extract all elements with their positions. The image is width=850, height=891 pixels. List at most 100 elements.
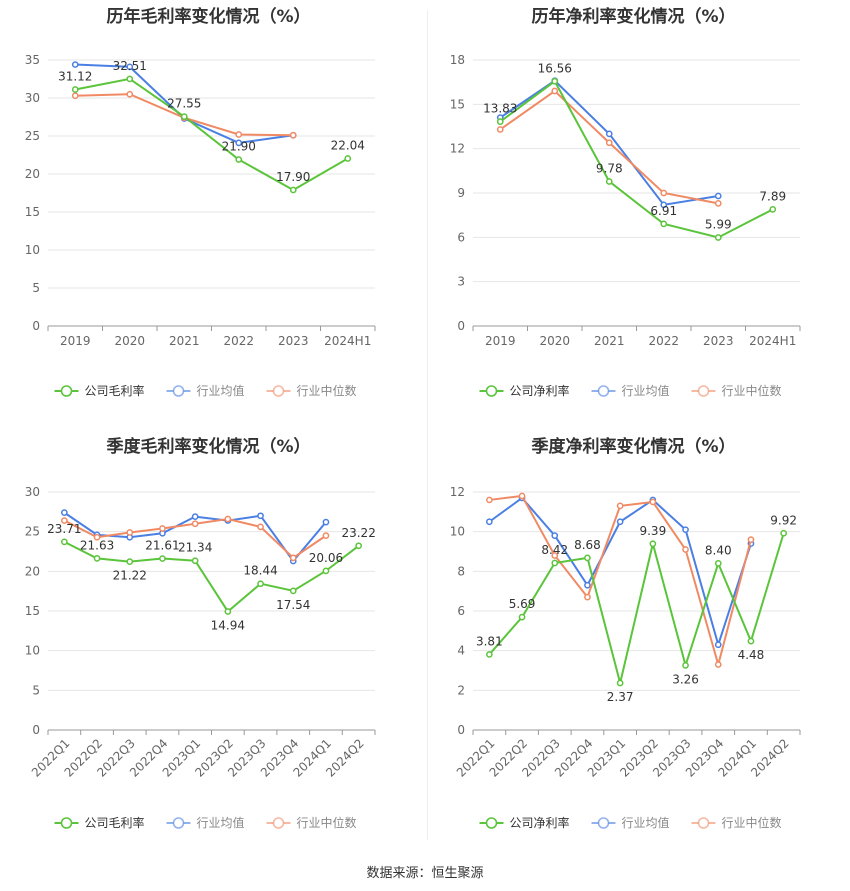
data-point [616, 679, 624, 687]
data-point [605, 139, 613, 147]
data-point [747, 536, 755, 543]
legend-item[interactable]: 行业均值 [591, 383, 670, 398]
data-point [518, 492, 526, 500]
y-tick-label: 2 [457, 683, 465, 697]
x-tick-label: 2021 [594, 334, 625, 348]
legend-item[interactable]: 行业中位数 [266, 815, 357, 830]
y-tick-label: 30 [25, 91, 40, 105]
legend-label: 公司毛利率 [85, 383, 145, 398]
data-point [71, 61, 79, 68]
data-point [322, 567, 330, 575]
y-tick-label: 6 [457, 230, 465, 244]
y-tick-label: 15 [25, 604, 40, 618]
data-point [649, 498, 657, 506]
y-tick-label: 25 [25, 525, 40, 539]
legend-label: 公司净利率 [510, 383, 570, 398]
data-point [289, 554, 297, 562]
y-tick-label: 0 [32, 723, 40, 737]
data-point [682, 546, 689, 553]
data-label: 6.91 [650, 204, 677, 218]
chart-svg: 季度净利率变化情况（%）0246810122022Q12022Q22022Q32… [450, 436, 801, 830]
data-point [61, 509, 68, 516]
legend-label: 行业均值 [197, 383, 245, 398]
y-tick-label: 5 [32, 683, 40, 697]
y-tick-label: 15 [450, 97, 465, 111]
data-point [605, 130, 613, 138]
data-point [584, 593, 591, 601]
legend-label: 行业中位数 [722, 383, 782, 398]
legend-item[interactable]: 公司净利率 [479, 815, 570, 830]
data-label: 13.83 [483, 102, 517, 116]
legend-swatch-marker [172, 385, 185, 397]
data-point [71, 92, 79, 100]
data-point [769, 206, 777, 213]
x-tick-label: 2021 [169, 334, 200, 348]
legend-swatch-marker [697, 817, 710, 829]
data-label: 23.22 [341, 526, 375, 540]
legend-item[interactable]: 公司毛利率 [54, 815, 145, 830]
chart-title: 历年净利率变化情况（%） [531, 6, 735, 27]
x-tick-label: 2022 [223, 334, 254, 348]
data-label: 8.68 [574, 538, 601, 552]
x-tick-label: 2020 [114, 334, 145, 348]
legend-swatch-marker [485, 817, 498, 829]
legend-item[interactable]: 行业均值 [166, 383, 245, 398]
data-point [660, 201, 668, 209]
data-point [257, 512, 264, 520]
data-point [584, 581, 591, 589]
data-point [551, 559, 559, 567]
legend-label: 行业中位数 [722, 815, 782, 830]
data-point [616, 518, 624, 526]
chart-panel-quarterly-net-margin: 季度净利率变化情况（%） 0 2 4 6 8 10 12 2022Q1 2022Q2 2022Q3 2… [425, 430, 850, 860]
data-point [191, 557, 199, 565]
data-point [126, 75, 134, 83]
series-line [488, 532, 785, 684]
legend-swatch-marker [272, 817, 285, 829]
legend-item[interactable]: 公司净利率 [479, 383, 570, 398]
y-tick-label: 20 [25, 167, 40, 181]
data-label: 17.54 [276, 598, 310, 612]
y-tick-label: 0 [457, 723, 465, 737]
data-point [289, 186, 297, 194]
data-point [496, 118, 504, 125]
data-label: 5.99 [705, 217, 732, 231]
data-point [93, 555, 101, 562]
data-label: 21.61 [145, 539, 179, 553]
data-label: 5.69 [509, 597, 536, 611]
legend-item[interactable]: 行业中位数 [691, 383, 782, 398]
y-tick-label: 0 [32, 319, 40, 333]
series-line [63, 541, 360, 613]
data-label: 9.78 [596, 161, 623, 175]
data-point [551, 552, 559, 559]
data-point [126, 529, 134, 536]
data-label: 32.51 [113, 59, 147, 73]
legend-item[interactable]: 行业均值 [166, 815, 245, 830]
data-point [235, 139, 243, 147]
data-point [714, 192, 722, 200]
data-point [61, 538, 68, 546]
legend-swatch-marker [60, 817, 73, 829]
y-tick-label: 12 [450, 142, 465, 156]
legend-swatch-marker [485, 385, 498, 397]
legend-item[interactable]: 行业均值 [591, 815, 670, 830]
y-tick-label: 6 [457, 604, 465, 618]
y-tick-label: 5 [32, 281, 40, 295]
data-point [780, 529, 787, 537]
data-point [714, 234, 722, 241]
y-tick-label: 18 [450, 53, 465, 67]
data-label: 21.63 [80, 538, 114, 552]
legend-item[interactable]: 行业中位数 [691, 815, 782, 830]
panel-divider [427, 10, 428, 840]
data-point [496, 126, 504, 133]
data-point [257, 580, 264, 588]
data-point [714, 560, 722, 567]
data-point [355, 542, 362, 550]
data-point [747, 637, 755, 645]
y-tick-label: 8 [457, 564, 465, 578]
data-point [714, 641, 722, 649]
legend-item[interactable]: 行业中位数 [266, 383, 357, 398]
legend-label: 行业均值 [197, 815, 245, 830]
chart-panel-annual-gross-margin: 历年毛利率变化情况（%） 0 5 10 15 20 25 30 35 2019 2020 2021 20… [0, 0, 425, 430]
legend-item[interactable]: 公司毛利率 [54, 383, 145, 398]
data-point [660, 189, 668, 197]
